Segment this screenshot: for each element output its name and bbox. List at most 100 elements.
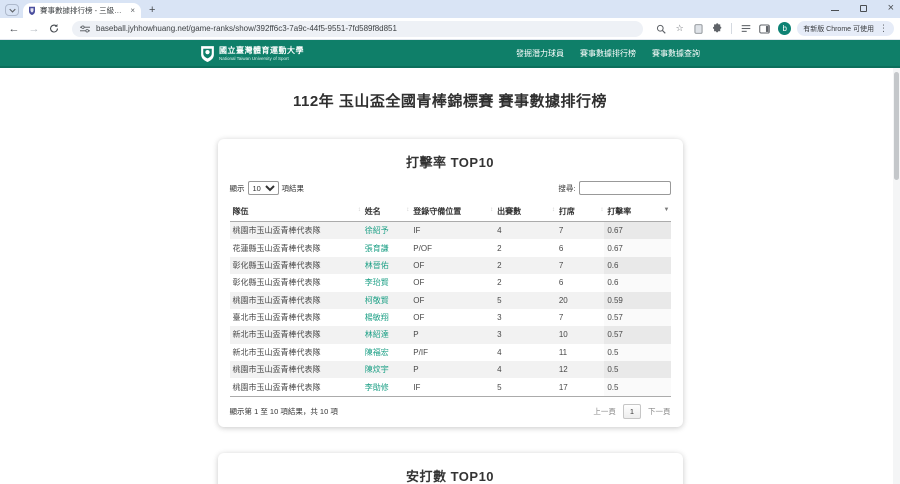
scrollbar-thumb[interactable]	[894, 72, 899, 180]
player-link[interactable]: 楊敏翔	[364, 313, 389, 323]
tab-search-button[interactable]	[5, 4, 19, 16]
table-cell: 新北市玉山盃青棒代表隊	[229, 326, 362, 344]
brand-name-en: National Taiwan University of Sport	[219, 56, 289, 61]
window-maximize-button[interactable]	[859, 4, 867, 12]
table-cell: 6	[558, 278, 564, 288]
player-link[interactable]: 徐紹予	[364, 226, 389, 236]
table-cell: 2	[494, 256, 556, 275]
nav-link-game-data-search[interactable]: 賽事數據查詢	[652, 48, 700, 58]
table-cell: 12	[555, 361, 605, 379]
back-button[interactable]: ←	[8, 22, 20, 35]
zoom-icon[interactable]	[653, 24, 668, 34]
table-row: 臺北市玉山盃青棒代表隊 楊敏翔 OF 3 7 0.57	[230, 308, 671, 327]
player-name-cell: 林紹達	[361, 326, 411, 344]
page-scrollbar[interactable]	[893, 68, 900, 484]
address-bar[interactable]: baseball.jyhhowhuang.net/game-ranks/show…	[72, 20, 644, 37]
reload-button[interactable]	[46, 23, 62, 34]
browser-menu-icon[interactable]: ⋮	[879, 23, 888, 33]
page-length-select[interactable]: 10	[247, 181, 279, 195]
brand-name-zh: 國立臺灣體育運動大學	[219, 46, 304, 55]
site-navbar: 國立臺灣體育運動大學 National Taiwan University of…	[0, 40, 900, 68]
card-title: 打擊率 TOP10	[405, 155, 495, 170]
table-row: 桃園市玉山盃青棒代表隊 徐紹予 IF 4 7 0.67	[229, 221, 671, 240]
player-link[interactable]: 李珆賢	[364, 278, 389, 288]
table-row: 桃園市玉山盃青棒代表隊 柯敬賢 OF 5 20 0.59	[229, 291, 671, 309]
search-input[interactable]	[578, 181, 671, 195]
player-name-cell: 徐紹予	[361, 221, 411, 240]
nav-link-game-rankings[interactable]: 賽事數據排行榜	[580, 48, 636, 58]
side-panel-icon[interactable]	[757, 23, 772, 34]
column-header[interactable]: 打擊率 ▼	[604, 202, 671, 222]
table-cell: 桃園市玉山盃青棒代表隊	[229, 221, 362, 240]
window-minimize-button[interactable]	[830, 6, 839, 11]
table-cell: 0.6	[604, 274, 671, 292]
chrome-update-label: 有新版 Chrome 可使用	[803, 25, 874, 33]
window-close-button[interactable]: ×	[887, 2, 894, 14]
player-name-cell: 李勛修	[361, 378, 411, 397]
table-row: 新北市玉山盃青棒代表隊 陳福宏 P/IF 4 11 0.5	[230, 343, 671, 361]
chevron-down-icon	[8, 8, 16, 13]
sort-icon: ↕	[406, 207, 410, 213]
profile-avatar[interactable]: b	[778, 22, 792, 35]
table-cell: 0.5	[604, 361, 671, 379]
table-cell: 5	[494, 291, 556, 309]
player-name-cell: 陳福宏	[362, 344, 411, 361]
reading-mode-icon[interactable]	[738, 24, 753, 33]
new-tab-button[interactable]: +	[149, 4, 156, 16]
table-cell: 臺北市玉山盃青棒代表隊	[232, 313, 321, 323]
table-cell: 4	[494, 221, 556, 240]
table-cell: 20	[555, 291, 605, 309]
column-header[interactable]: 出賽數 ↕	[494, 202, 556, 222]
site-brand[interactable]: 國立臺灣體育運動大學 National Taiwan University of…	[200, 45, 304, 62]
next-page-button[interactable]: 下一頁	[648, 406, 671, 416]
player-link[interactable]: 陳炆宇	[364, 365, 389, 375]
player-link[interactable]: 柯敬賢	[364, 295, 389, 305]
table-cell: OF	[410, 256, 495, 275]
table-cell: 桃園市玉山盃青棒代表隊	[229, 291, 362, 309]
table-row: 新北市玉山盃青棒代表隊 林紹達 P 3 10 0.57	[229, 326, 671, 344]
search-label: 搜尋:	[558, 183, 576, 193]
browser-tab[interactable]: 賽事數據排行榜 - 三級棒球數據平台 ×	[23, 3, 141, 18]
extension-doc-icon[interactable]	[691, 23, 706, 34]
table-cell: 4	[494, 361, 556, 379]
extensions-puzzle-icon[interactable]	[710, 23, 725, 34]
player-link[interactable]: 林晉佑	[364, 260, 389, 270]
url-text: baseball.jyhhowhuang.net/game-ranks/show…	[96, 24, 397, 33]
table-cell: 10	[555, 326, 605, 344]
current-page-button[interactable]: 1	[622, 403, 641, 419]
prev-page-button[interactable]: 上一頁	[593, 406, 616, 416]
batting-average-table: 隊伍 ↕ 姓名 ↕ 登錄守備位置 ↕ 出賽數 ↕ 打席 ↕ 打擊率 ▼ 桃園市玉山盃青棒代表隊 徐紹予 I…	[229, 202, 671, 397]
sort-icon: ↕	[357, 207, 361, 213]
site-favicon	[29, 6, 35, 15]
table-cell: P	[410, 361, 495, 379]
table-cell: OF	[410, 291, 495, 309]
column-header[interactable]: 隊伍 ↕	[229, 202, 362, 222]
table-cell: IF	[410, 221, 495, 240]
nav-link-potential-players[interactable]: 發掘潛力球員	[516, 48, 564, 58]
card-title: 安打數 TOP10	[405, 468, 495, 484]
table-row: 桃園市玉山盃青棒代表隊 李勛修 IF 5 17 0.5	[229, 378, 671, 397]
table-cell: 0.57	[604, 326, 671, 344]
table-row: 桃園市玉山盃青棒代表隊 陳炆宇 P 4 12 0.5	[229, 361, 671, 379]
player-name-cell: 陳炆宇	[361, 361, 411, 379]
player-link[interactable]: 林紹達	[364, 330, 389, 340]
table-cell: IF	[410, 378, 495, 397]
player-link[interactable]: 張育謙	[364, 243, 389, 253]
table-cell: 0.6	[604, 256, 671, 275]
column-header[interactable]: 姓名 ↕	[361, 202, 411, 222]
bookmark-star-icon[interactable]: ☆	[675, 23, 684, 33]
table-cell: P/OF	[413, 243, 432, 253]
player-link[interactable]: 李勛修	[364, 382, 389, 392]
tab-close-icon[interactable]: ×	[130, 6, 135, 15]
table-cell: 0.59	[604, 291, 671, 309]
column-header[interactable]: 登錄守備位置 ↕	[410, 202, 495, 222]
column-header[interactable]: 打席 ↕	[555, 202, 605, 222]
table-cell: 新北市玉山盃青棒代表隊	[232, 347, 321, 357]
table-cell: OF	[413, 278, 425, 288]
forward-button[interactable]: →	[28, 22, 40, 35]
sort-icon: ↕	[551, 207, 555, 213]
browser-tab-strip: 賽事數據排行榜 - 三級棒球數據平台 × + ×	[0, 0, 900, 18]
chrome-update-chip[interactable]: 有新版 Chrome 可使用 ⋮	[797, 21, 894, 36]
table-cell: 7	[555, 221, 605, 240]
player-link[interactable]: 陳福宏	[364, 347, 389, 357]
